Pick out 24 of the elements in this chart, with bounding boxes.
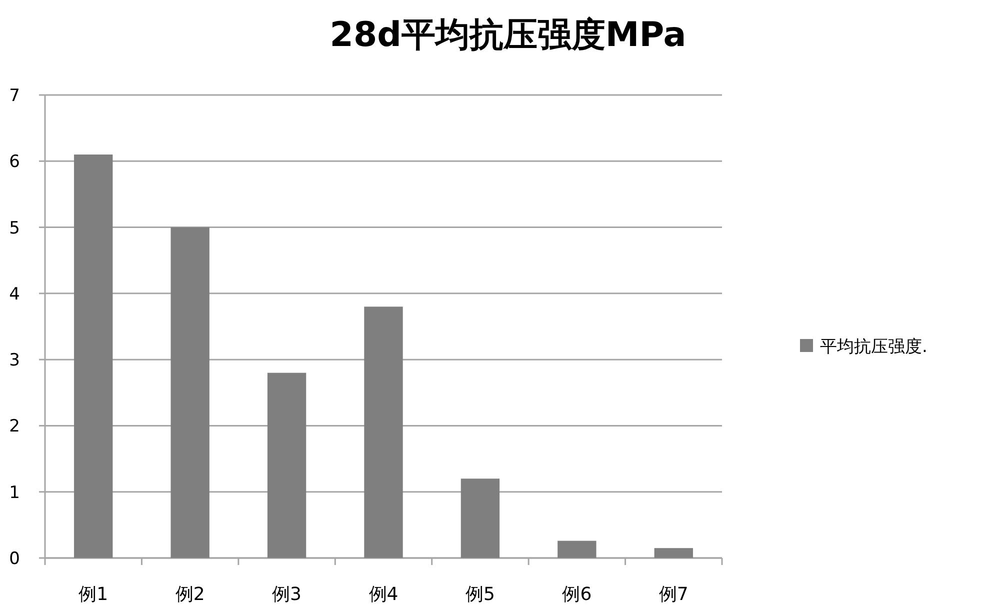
bar — [654, 548, 693, 558]
x-tick-label: 例5 — [465, 584, 495, 605]
legend-label: 平均抗压强度. — [820, 337, 928, 357]
bar — [558, 540, 596, 558]
y-tick-label: 6 — [9, 152, 20, 172]
chart-title: 28d平均抗压强度MPa — [330, 15, 686, 55]
y-tick-label: 5 — [9, 218, 20, 238]
x-tick-label: 例3 — [272, 584, 302, 605]
y-tick-label: 7 — [9, 86, 20, 106]
x-tick-label: 例4 — [368, 584, 398, 605]
x-tick-label: 例2 — [175, 584, 205, 605]
x-tick-label: 例6 — [562, 584, 592, 605]
bar — [74, 154, 113, 558]
y-tick-label: 4 — [9, 284, 20, 304]
bar — [170, 227, 210, 558]
bar — [364, 306, 403, 558]
y-tick-label: 0 — [9, 549, 20, 569]
x-tick-label: 例7 — [658, 584, 688, 605]
x-tick-label: 例1 — [78, 584, 108, 605]
bar — [267, 372, 306, 558]
y-tick-label: 2 — [9, 416, 20, 437]
y-tick-label: 3 — [9, 350, 20, 371]
y-tick-label: 1 — [9, 482, 20, 503]
bar — [460, 478, 500, 558]
